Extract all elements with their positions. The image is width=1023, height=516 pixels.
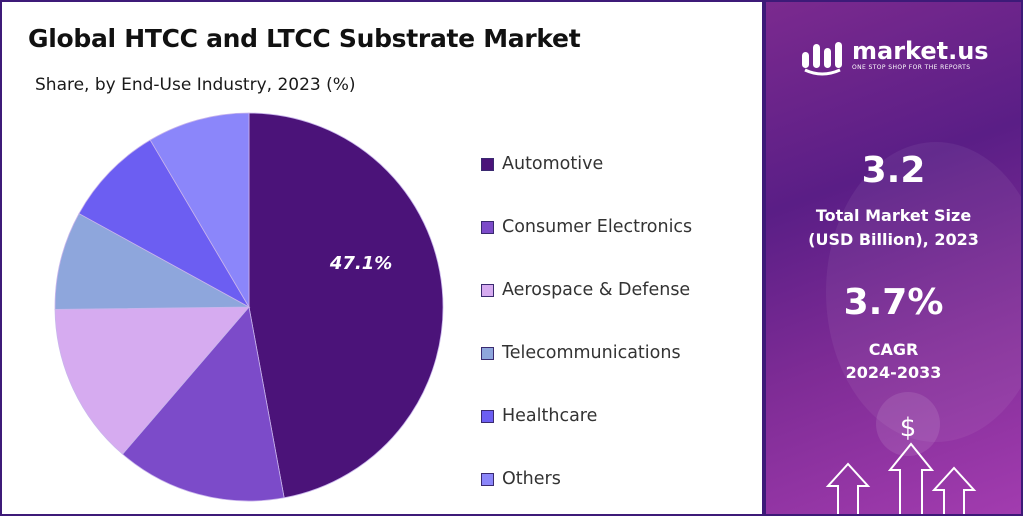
- brand-name: market.us: [852, 37, 989, 65]
- arrow-up-right-icon: [931, 466, 977, 514]
- market-size-value: 3.2: [861, 150, 926, 191]
- legend-label: Telecommunications: [502, 343, 681, 363]
- background-glow: [826, 142, 1021, 442]
- chart-subtitle: Share, by End-Use Industry, 2023 (%): [35, 75, 356, 95]
- legend-label: Healthcare: [502, 406, 598, 426]
- legend-item[interactable]: Aerospace & Defense: [481, 278, 690, 302]
- legend-swatch: [481, 472, 494, 486]
- pie-slice-automotive[interactable]: [248, 112, 444, 499]
- pie-slice-aerospace-defense[interactable]: [54, 306, 250, 455]
- growth-arrows-illustration: $: [825, 392, 977, 514]
- legend-item[interactable]: Telecommunications: [481, 341, 681, 365]
- coin-circle-icon: [876, 392, 940, 456]
- legend-swatch: [481, 346, 494, 360]
- pie-slice-telecommunications[interactable]: [54, 212, 251, 310]
- arrow-up-center-icon: [887, 442, 935, 514]
- legend-label: Aerospace & Defense: [502, 280, 691, 300]
- legend-label: Others: [502, 469, 561, 489]
- legend-item[interactable]: Healthcare: [481, 404, 597, 428]
- legend-swatch: [481, 283, 494, 297]
- summary-panel: market.us ONE STOP SHOP FOR THE REPORTS …: [766, 2, 1021, 514]
- pie-chart: 47.1%: [54, 112, 444, 502]
- legend-label: Automotive: [502, 154, 604, 174]
- brand-logo[interactable]: market.us ONE STOP SHOP FOR THE REPORTS: [800, 38, 989, 78]
- cagr-label-line2: 2024-2033: [845, 363, 942, 382]
- legend-label: Consumer Electronics: [502, 217, 693, 237]
- pie-data-label: 47.1%: [329, 253, 392, 274]
- dollar-icon: $: [900, 413, 917, 443]
- page-title: Global HTCC and LTCC Substrate Market: [28, 24, 581, 53]
- legend-item[interactable]: Consumer Electronics: [481, 215, 692, 239]
- market-size-label-line1: Total Market Size: [815, 206, 972, 225]
- cagr-label-line1: CAGR: [868, 340, 919, 359]
- pie-slice-healthcare[interactable]: [78, 139, 251, 309]
- brand-tagline: ONE STOP SHOP FOR THE REPORTS: [852, 64, 971, 71]
- chart-panel: Global HTCC and LTCC Substrate Market Sh…: [2, 2, 762, 514]
- arrow-up-left-icon: [825, 462, 871, 514]
- market-size-label-line2: (USD Billion), 2023: [808, 230, 979, 249]
- legend-swatch: [481, 157, 494, 171]
- panel-divider: [762, 2, 766, 514]
- legend-swatch: [481, 220, 494, 234]
- legend-item[interactable]: Others: [481, 467, 561, 491]
- legend-swatch: [481, 409, 494, 423]
- cagr-value: 3.7%: [843, 282, 944, 323]
- legend-item[interactable]: Automotive: [481, 152, 603, 176]
- pie-slice-others[interactable]: [149, 112, 250, 309]
- market-us-logo-icon: [802, 42, 842, 76]
- pie-slice-consumer-electronics[interactable]: [121, 306, 285, 502]
